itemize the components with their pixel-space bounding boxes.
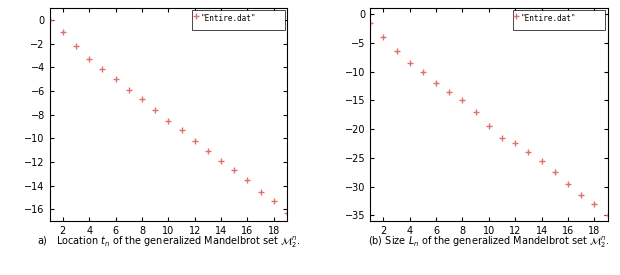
Bar — [513, 10, 605, 29]
Text: "Entire.dat": "Entire.dat" — [521, 13, 577, 23]
Text: a)   Location $t_n$ of the generalized Mandelbrot set $\mathcal{M}_2^n$.: a) Location $t_n$ of the generalized Man… — [37, 235, 300, 250]
Text: "Entire.dat": "Entire.dat" — [200, 13, 256, 23]
Text: (b) Size $L_n$ of the generalized Mandelbrot set $\mathcal{M}_2^n$.: (b) Size $L_n$ of the generalized Mandel… — [368, 235, 609, 250]
Bar — [192, 10, 285, 29]
Text: "Entire.dat": "Entire.dat" — [200, 13, 256, 23]
